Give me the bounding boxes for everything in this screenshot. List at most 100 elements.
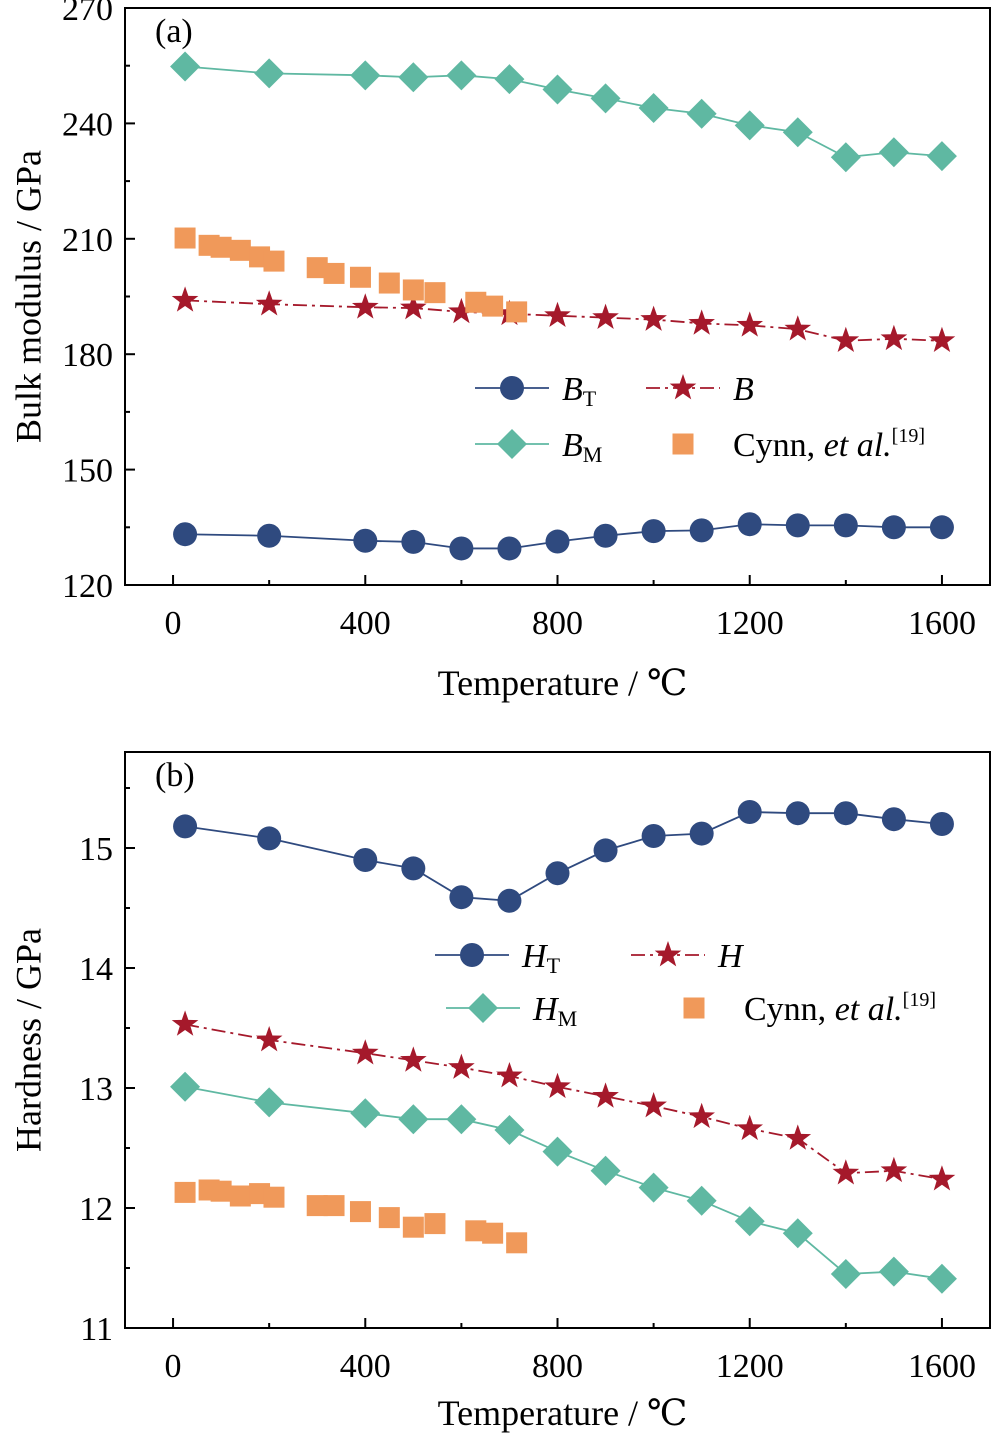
y-axis-title: Bulk modulus / GPa bbox=[9, 150, 49, 443]
data-point-BM bbox=[446, 60, 477, 91]
data-point-B bbox=[832, 326, 860, 353]
data-point-HM bbox=[686, 1185, 717, 1216]
data-point-HT bbox=[257, 826, 282, 851]
legend-label: HT bbox=[521, 938, 561, 978]
data-point-H bbox=[171, 1010, 199, 1036]
data-point-cynn bbox=[378, 272, 400, 294]
data-point-HM bbox=[398, 1104, 429, 1135]
data-point-H bbox=[688, 1102, 715, 1129]
data-point-BM bbox=[782, 117, 813, 148]
data-point-H bbox=[351, 1039, 379, 1065]
legend-label: Cynn, et al.[19] bbox=[733, 425, 925, 464]
data-point-cynn bbox=[378, 1207, 400, 1229]
chart-panel-b: 0 400 800 1200 1600 11 12 13 14 15 Temperature / ℃… bbox=[9, 751, 991, 1433]
x-tick-label: 400 bbox=[340, 605, 391, 642]
y-tick-label: 11 bbox=[80, 1311, 113, 1348]
data-point-cynn bbox=[174, 227, 196, 249]
x-tick-label: 0 bbox=[165, 1348, 182, 1385]
data-point-B bbox=[544, 301, 571, 328]
series-H bbox=[171, 1010, 956, 1191]
data-point-BT bbox=[173, 522, 198, 547]
legend-marker bbox=[497, 429, 527, 459]
data-point-BM bbox=[170, 51, 201, 82]
data-point-BT bbox=[785, 513, 810, 538]
x-tick-label: 1200 bbox=[716, 1348, 784, 1385]
data-point-HM bbox=[590, 1155, 621, 1186]
data-point-HT bbox=[929, 812, 954, 836]
data-point-cynn bbox=[263, 1186, 285, 1208]
data-point-B bbox=[640, 305, 667, 331]
series-cynn bbox=[174, 1179, 528, 1254]
legend-marker bbox=[669, 374, 697, 400]
data-point-H bbox=[928, 1165, 956, 1191]
series-line-BM bbox=[184, 65, 943, 159]
data-point-BT bbox=[929, 515, 954, 540]
data-point-HM bbox=[734, 1206, 765, 1237]
data-point-H bbox=[592, 1082, 619, 1108]
y-tick-label: 120 bbox=[62, 568, 113, 605]
data-point-cynn bbox=[306, 1195, 328, 1217]
legend-marker bbox=[683, 997, 705, 1019]
data-point-cynn bbox=[506, 1232, 528, 1254]
data-point-BM bbox=[686, 98, 717, 129]
legend-entry-H: H bbox=[631, 938, 745, 975]
data-point-BT bbox=[833, 513, 858, 538]
data-point-BT bbox=[689, 518, 714, 543]
y-tick-label: 13 bbox=[79, 1071, 113, 1108]
series-HT bbox=[173, 800, 954, 913]
data-point-HM bbox=[170, 1071, 201, 1102]
data-point-BT bbox=[737, 512, 762, 537]
data-point-HT bbox=[689, 821, 714, 846]
data-point-cynn bbox=[210, 1180, 232, 1202]
data-point-BM bbox=[830, 142, 861, 173]
x-tick-label: 1600 bbox=[908, 605, 976, 642]
legend-entry-BT: BT bbox=[475, 371, 597, 411]
series-line-HT bbox=[184, 811, 943, 902]
data-point-HT bbox=[545, 861, 570, 886]
legend: HT H HM Cynn, et al.[19] bbox=[435, 938, 936, 1031]
data-point-HM bbox=[926, 1263, 957, 1294]
data-point-H bbox=[880, 1156, 908, 1183]
data-point-BT bbox=[593, 523, 618, 548]
data-point-BM bbox=[878, 137, 909, 168]
x-tick-label: 1600 bbox=[908, 1348, 976, 1385]
series-HM bbox=[170, 1071, 957, 1294]
data-point-B bbox=[784, 315, 812, 341]
data-point-HM bbox=[782, 1218, 813, 1249]
data-point-cynn bbox=[465, 1220, 487, 1242]
y-tick-label: 210 bbox=[62, 222, 113, 259]
x-tick-label: 800 bbox=[532, 605, 583, 642]
legend-entry-cynn: Cynn, et al.[19] bbox=[683, 989, 936, 1028]
data-point-BT bbox=[401, 529, 426, 554]
data-point-HM bbox=[350, 1098, 381, 1129]
data-point-B bbox=[255, 290, 283, 316]
legend-marker bbox=[672, 433, 694, 455]
data-point-B bbox=[592, 303, 619, 329]
data-point-HM bbox=[830, 1259, 861, 1289]
legend-label: B bbox=[733, 371, 754, 408]
panel-label: (a) bbox=[155, 13, 193, 50]
legend-label: H bbox=[717, 938, 745, 975]
data-point-cynn bbox=[506, 301, 528, 323]
data-point-H bbox=[736, 1114, 764, 1141]
data-point-BT bbox=[545, 529, 570, 554]
legend-label: HM bbox=[532, 991, 577, 1031]
data-point-cynn bbox=[323, 262, 345, 284]
y-axis-title: Hardness / GPa bbox=[9, 928, 49, 1152]
y-tick-label: 270 bbox=[62, 0, 113, 28]
data-point-BM bbox=[398, 62, 429, 93]
y-tick-label: 14 bbox=[79, 951, 113, 988]
data-point-HM bbox=[254, 1087, 285, 1118]
data-point-BM bbox=[542, 74, 573, 105]
legend-entry-HT: HT bbox=[435, 938, 561, 978]
data-point-H bbox=[400, 1046, 427, 1072]
data-point-B bbox=[736, 311, 764, 337]
data-point-cynn bbox=[482, 1222, 504, 1244]
legend-entry-cynn: Cynn, et al.[19] bbox=[672, 425, 925, 464]
data-point-HT bbox=[497, 888, 522, 913]
data-point-BM bbox=[350, 60, 381, 91]
data-point-BM bbox=[590, 83, 621, 114]
data-point-BT bbox=[641, 519, 666, 544]
data-point-cynn bbox=[424, 282, 446, 304]
